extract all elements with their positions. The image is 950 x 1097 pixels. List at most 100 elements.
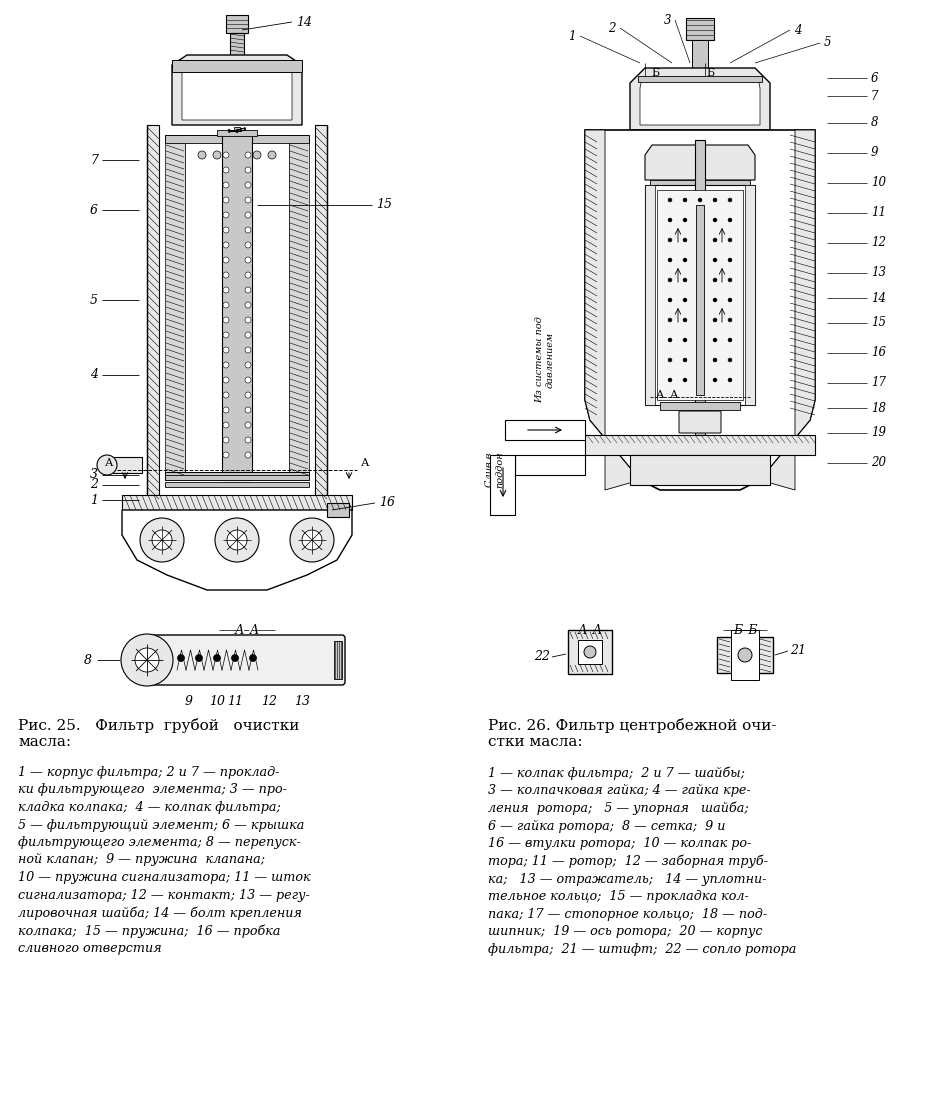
FancyBboxPatch shape <box>144 635 345 685</box>
Text: 12: 12 <box>261 695 277 708</box>
Bar <box>505 420 585 440</box>
Circle shape <box>223 152 229 158</box>
Circle shape <box>683 358 687 362</box>
Circle shape <box>668 258 672 262</box>
Text: 1: 1 <box>568 30 576 43</box>
Text: 11: 11 <box>227 695 243 708</box>
Circle shape <box>223 392 229 398</box>
Text: 10: 10 <box>209 695 225 708</box>
Circle shape <box>668 338 672 342</box>
Circle shape <box>728 298 732 302</box>
FancyBboxPatch shape <box>679 411 721 433</box>
Circle shape <box>728 258 732 262</box>
Text: 13: 13 <box>294 695 310 708</box>
Bar <box>695 140 705 455</box>
Circle shape <box>668 318 672 323</box>
Circle shape <box>683 378 687 382</box>
Bar <box>165 472 309 480</box>
Bar <box>578 640 602 664</box>
Polygon shape <box>122 510 352 590</box>
Circle shape <box>223 332 229 338</box>
Circle shape <box>698 278 702 282</box>
Circle shape <box>713 298 717 302</box>
Circle shape <box>223 287 229 293</box>
Text: 13: 13 <box>871 267 886 280</box>
Text: 22: 22 <box>534 651 550 664</box>
Circle shape <box>713 258 717 262</box>
Bar <box>147 510 327 522</box>
Text: 17: 17 <box>871 376 886 389</box>
Circle shape <box>227 530 247 550</box>
Text: 7: 7 <box>871 90 879 102</box>
Bar <box>638 76 762 82</box>
Text: 3: 3 <box>663 13 671 26</box>
Polygon shape <box>760 131 815 490</box>
Text: Б: Б <box>706 68 714 78</box>
Bar <box>657 190 743 400</box>
Circle shape <box>245 182 251 188</box>
Circle shape <box>698 238 702 242</box>
Circle shape <box>245 257 251 263</box>
Bar <box>645 185 755 405</box>
Bar <box>112 457 142 473</box>
Circle shape <box>245 152 251 158</box>
Text: 16: 16 <box>379 497 395 509</box>
Circle shape <box>668 238 672 242</box>
Circle shape <box>223 167 229 173</box>
Text: 20: 20 <box>871 456 886 470</box>
Circle shape <box>683 298 687 302</box>
Circle shape <box>223 197 229 203</box>
Bar <box>686 18 714 39</box>
Circle shape <box>253 151 261 159</box>
Circle shape <box>140 518 184 562</box>
Circle shape <box>668 358 672 362</box>
Circle shape <box>223 347 229 353</box>
Text: Б: Б <box>651 68 659 78</box>
Text: 1: 1 <box>90 494 98 507</box>
Text: А: А <box>656 391 664 400</box>
Circle shape <box>713 218 717 222</box>
Text: 8: 8 <box>871 116 879 129</box>
Bar <box>745 185 755 405</box>
Circle shape <box>223 212 229 218</box>
Circle shape <box>713 318 717 323</box>
Text: 14: 14 <box>296 15 312 29</box>
Text: 9: 9 <box>185 695 193 708</box>
Bar <box>568 630 612 674</box>
Text: 3: 3 <box>90 468 98 482</box>
Bar <box>230 33 244 58</box>
Polygon shape <box>585 131 815 490</box>
Circle shape <box>728 378 732 382</box>
Circle shape <box>268 151 276 159</box>
Bar <box>122 495 352 510</box>
Text: Из системы под
давлением: Из системы под давлением <box>535 317 555 404</box>
Text: 15: 15 <box>871 317 886 329</box>
Circle shape <box>728 218 732 222</box>
Circle shape <box>668 378 672 382</box>
Circle shape <box>698 218 702 222</box>
Bar <box>172 60 302 72</box>
Polygon shape <box>172 55 302 125</box>
Circle shape <box>738 648 752 661</box>
Circle shape <box>97 455 117 475</box>
Bar <box>165 482 309 487</box>
Circle shape <box>245 347 251 353</box>
Text: 15: 15 <box>376 199 392 212</box>
Circle shape <box>245 362 251 367</box>
Bar <box>515 455 585 475</box>
Bar <box>185 143 289 472</box>
Circle shape <box>728 338 732 342</box>
Bar <box>165 143 185 472</box>
Text: 19: 19 <box>871 427 886 440</box>
Circle shape <box>223 242 229 248</box>
Bar <box>226 15 248 33</box>
Circle shape <box>245 332 251 338</box>
Circle shape <box>698 378 702 382</box>
Circle shape <box>250 655 256 661</box>
Circle shape <box>215 518 259 562</box>
Circle shape <box>302 530 322 550</box>
Circle shape <box>223 452 229 459</box>
Circle shape <box>713 278 717 282</box>
Text: 9: 9 <box>871 147 879 159</box>
Text: 7: 7 <box>90 154 98 167</box>
